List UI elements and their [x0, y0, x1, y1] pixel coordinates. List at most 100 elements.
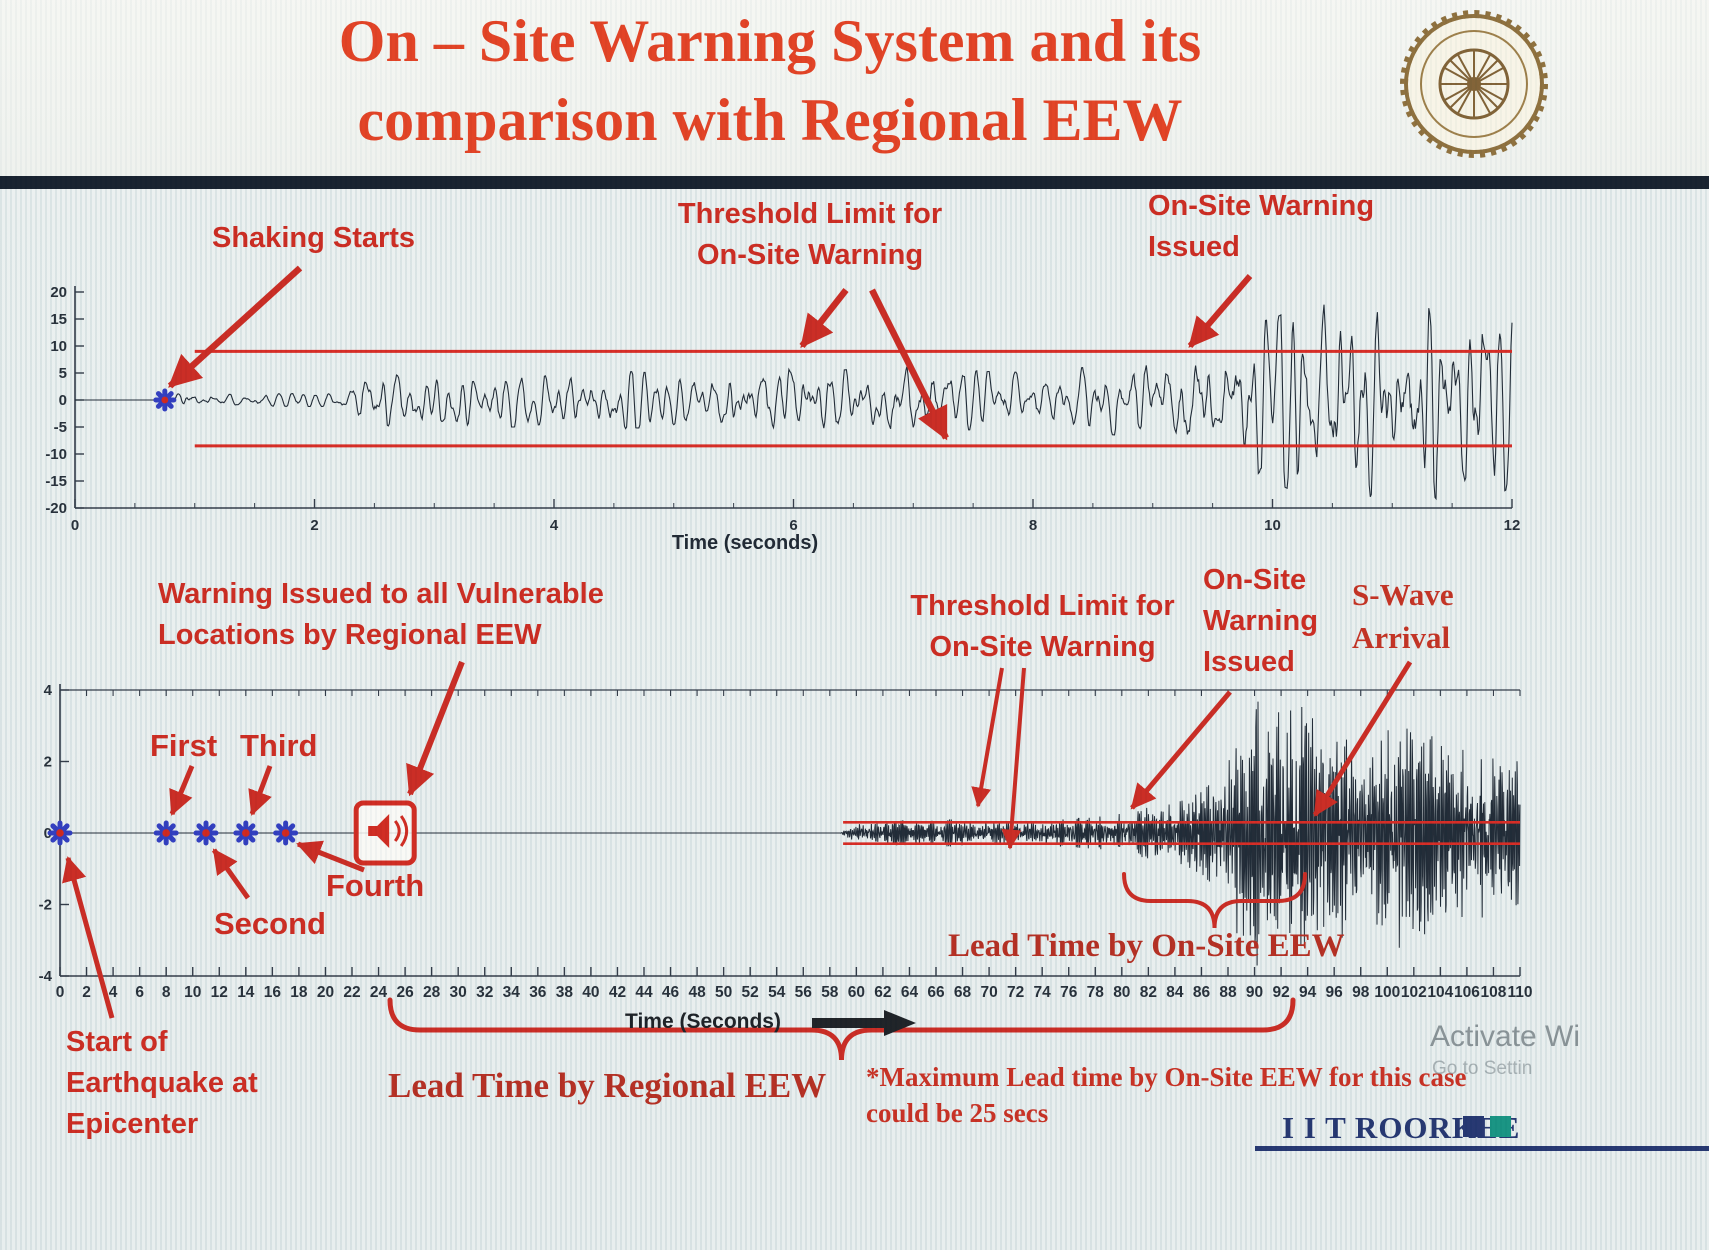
annotation-line: On-Site: [1203, 564, 1307, 596]
annotation-line: Epicenter: [66, 1108, 199, 1141]
footer-rule: [1255, 1146, 1709, 1151]
svg-text:4: 4: [44, 682, 53, 699]
svg-text:34: 34: [503, 984, 521, 1001]
svg-text:68: 68: [954, 984, 972, 1001]
svg-text:-20: -20: [45, 500, 67, 517]
annotation-arrow: [1130, 690, 1232, 810]
svg-text:42: 42: [609, 984, 626, 1001]
svg-text:100: 100: [1374, 984, 1400, 1001]
svg-text:36: 36: [529, 984, 547, 1001]
logo-hub: [1467, 77, 1481, 91]
activate-watermark-line2: Go to Settin: [1432, 1058, 1533, 1079]
annotation-line: *Maximum Lead time by On-Site EEW for th…: [866, 1062, 1467, 1092]
iit-roorkee-logo: [1400, 10, 1548, 158]
svg-text:12: 12: [211, 984, 228, 1001]
regional-record-waveform: [60, 701, 1521, 966]
annotation-arrow: [406, 660, 465, 797]
annotation-line: Threshold Limit for: [910, 590, 1175, 622]
svg-text:2: 2: [310, 517, 318, 534]
top-chart-xlabel: Time (seconds): [671, 532, 819, 554]
annotation-arrow: [1001, 667, 1026, 850]
annotation-onsite-issued-top: On-Site Warning Issued: [1148, 186, 1374, 268]
svg-text:78: 78: [1087, 984, 1105, 1001]
annotation-third: Third: [240, 728, 318, 763]
logo-inner-ring: [1420, 30, 1528, 138]
annotation-max-lead: *Maximum Lead time by On-Site EEW for th…: [866, 1060, 1467, 1131]
annotation-start-epicenter: Start of Earthquake at Epicenter: [66, 1022, 258, 1146]
onsite-record-waveform: [75, 304, 1513, 501]
annotation-arrow: [799, 287, 849, 349]
lead-time-regional-brace: [387, 997, 1296, 1061]
logo-gear-teeth-icon: [1400, 10, 1548, 158]
annotation-line: Issued: [1203, 646, 1295, 679]
annotation-arrow: [62, 856, 115, 1019]
annotation-arrow: [169, 765, 195, 816]
svg-text:104: 104: [1427, 984, 1453, 1001]
svg-text:0: 0: [59, 392, 67, 409]
annotation-arrow: [1312, 660, 1413, 817]
annotation-threshold-bottom: Threshold Limit for On-Site Warning: [900, 586, 1185, 668]
bottom-chart-xlabel: Time (Seconds): [625, 1010, 781, 1033]
svg-text:10: 10: [184, 984, 201, 1001]
svg-text:88: 88: [1219, 984, 1237, 1001]
svg-text:-4: -4: [39, 968, 53, 985]
svg-text:20: 20: [317, 984, 334, 1001]
annotation-line: Warning Issued to all Vulnerable: [158, 578, 604, 610]
annotation-line: On-Site Warning: [1148, 190, 1375, 222]
annotation-line: On-Site Warning: [929, 631, 1156, 664]
annotation-arrow: [869, 288, 949, 441]
svg-text:64: 64: [901, 984, 919, 1001]
svg-text:106: 106: [1454, 984, 1480, 1001]
annotation-regional-warning: Warning Issued to all Vulnerable Locatio…: [158, 574, 604, 656]
svg-text:60: 60: [848, 984, 865, 1001]
svg-text:110: 110: [1507, 984, 1532, 1001]
svg-text:0: 0: [56, 984, 65, 1001]
warning-marker-fourth: [273, 820, 299, 846]
svg-text:-5: -5: [54, 419, 67, 436]
svg-text:40: 40: [582, 984, 599, 1001]
annotation-threshold-top: Threshold Limit for On-Site Warning: [660, 194, 960, 276]
regional-warning-alarm-icon: [353, 800, 417, 866]
svg-text:58: 58: [821, 984, 839, 1001]
annotation-arrow: [248, 765, 273, 816]
svg-text:2: 2: [82, 984, 91, 1001]
shaking-start-marker: [153, 388, 177, 412]
svg-text:12: 12: [1504, 517, 1521, 534]
svg-text:6: 6: [135, 984, 144, 1001]
annotation-arrows: [62, 265, 1413, 1061]
svg-text:4: 4: [109, 984, 118, 1001]
svg-text:76: 76: [1060, 984, 1078, 1001]
svg-text:50: 50: [715, 984, 732, 1001]
svg-text:8: 8: [1029, 517, 1037, 534]
svg-text:82: 82: [1140, 984, 1157, 1001]
annotation-arrow: [1187, 274, 1253, 348]
annotation-fourth: Fourth: [326, 868, 425, 903]
svg-text:20: 20: [50, 284, 67, 301]
svg-text:30: 30: [450, 984, 467, 1001]
header-divider: [0, 176, 1709, 189]
svg-text:96: 96: [1326, 984, 1344, 1001]
annotation-line: Arrival: [1352, 619, 1451, 655]
svg-text:14: 14: [237, 984, 255, 1001]
activate-watermark-line1: Activate Wi: [1430, 1020, 1581, 1053]
svg-text:16: 16: [264, 984, 282, 1001]
annotation-line: Warning: [1203, 605, 1318, 638]
annotation-line: On-Site Warning: [696, 239, 924, 272]
svg-text:22: 22: [343, 984, 360, 1001]
annotation-arrow: [211, 848, 251, 900]
svg-text:28: 28: [423, 984, 441, 1001]
svg-text:15: 15: [50, 311, 67, 328]
svg-text:18: 18: [290, 984, 308, 1001]
annotation-line: Locations by Regional EEW: [158, 619, 542, 652]
svg-text:80: 80: [1113, 984, 1130, 1001]
svg-text:92: 92: [1272, 984, 1289, 1001]
annotation-arrow: [296, 840, 365, 873]
svg-text:38: 38: [556, 984, 574, 1001]
epicenter-marker: [47, 820, 73, 846]
svg-text:86: 86: [1193, 984, 1211, 1001]
svg-text:54: 54: [768, 984, 786, 1001]
slide-title: On – Site Warning System and its compari…: [110, 2, 1430, 160]
